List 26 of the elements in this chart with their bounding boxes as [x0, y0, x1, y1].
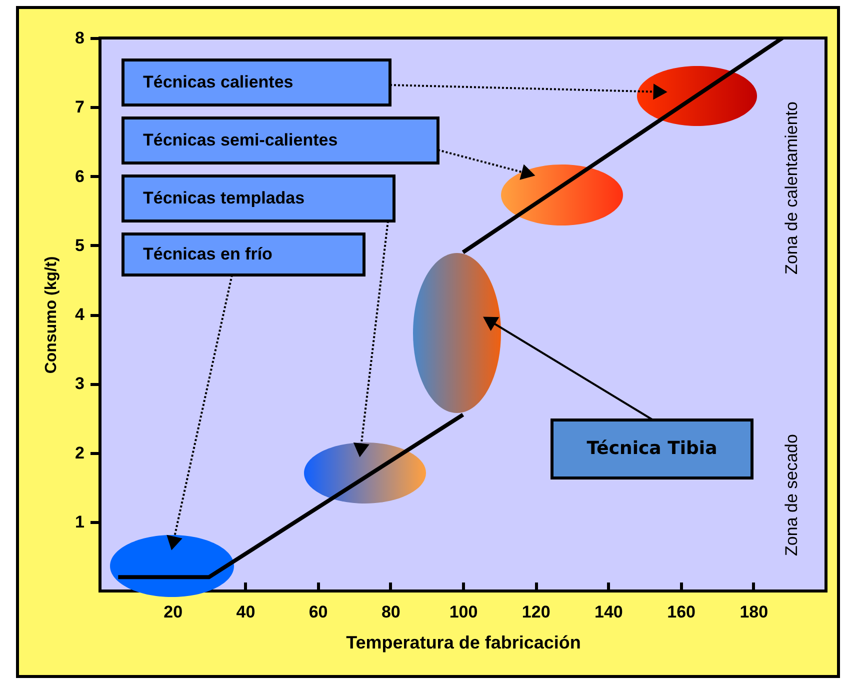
x-axis-title: Temperatura de fabricación [346, 632, 581, 652]
y-tick-label: 8 [75, 28, 84, 48]
x-tick-label: 120 [522, 602, 550, 622]
annotation: Técnicas templadas [143, 188, 305, 208]
y-tick-label: 7 [75, 98, 84, 117]
annotation: Técnicas semi-calientes [143, 130, 338, 150]
x-tick-label: 60 [308, 602, 328, 622]
x-tick-label: 20 [164, 602, 183, 622]
annotation: Zona de calentamiento [782, 102, 801, 274]
annotation: Zona de secado [782, 434, 801, 556]
x-tick-label: 100 [449, 602, 478, 622]
x-tick-label: 180 [740, 602, 768, 622]
x-tick-label: 160 [667, 602, 696, 622]
annotation: Técnicas calientes [143, 72, 294, 92]
annotation: Técnicas en frío [143, 244, 272, 264]
x-tick-label: 80 [381, 602, 400, 622]
x-tick-label: 40 [236, 602, 256, 622]
y-tick-label: 2 [75, 443, 84, 462]
y-tick-label: 5 [75, 236, 84, 255]
y-tick-label: 6 [75, 166, 84, 186]
annotation: Técnica Tibia [586, 438, 718, 459]
y-tick-label: 4 [75, 305, 86, 324]
y-axis-title: Consumo (kg/t) [43, 256, 60, 374]
x-tick-label: 140 [594, 602, 623, 622]
y-tick-label: 3 [75, 374, 84, 394]
y-tick-label: 1 [75, 512, 84, 532]
